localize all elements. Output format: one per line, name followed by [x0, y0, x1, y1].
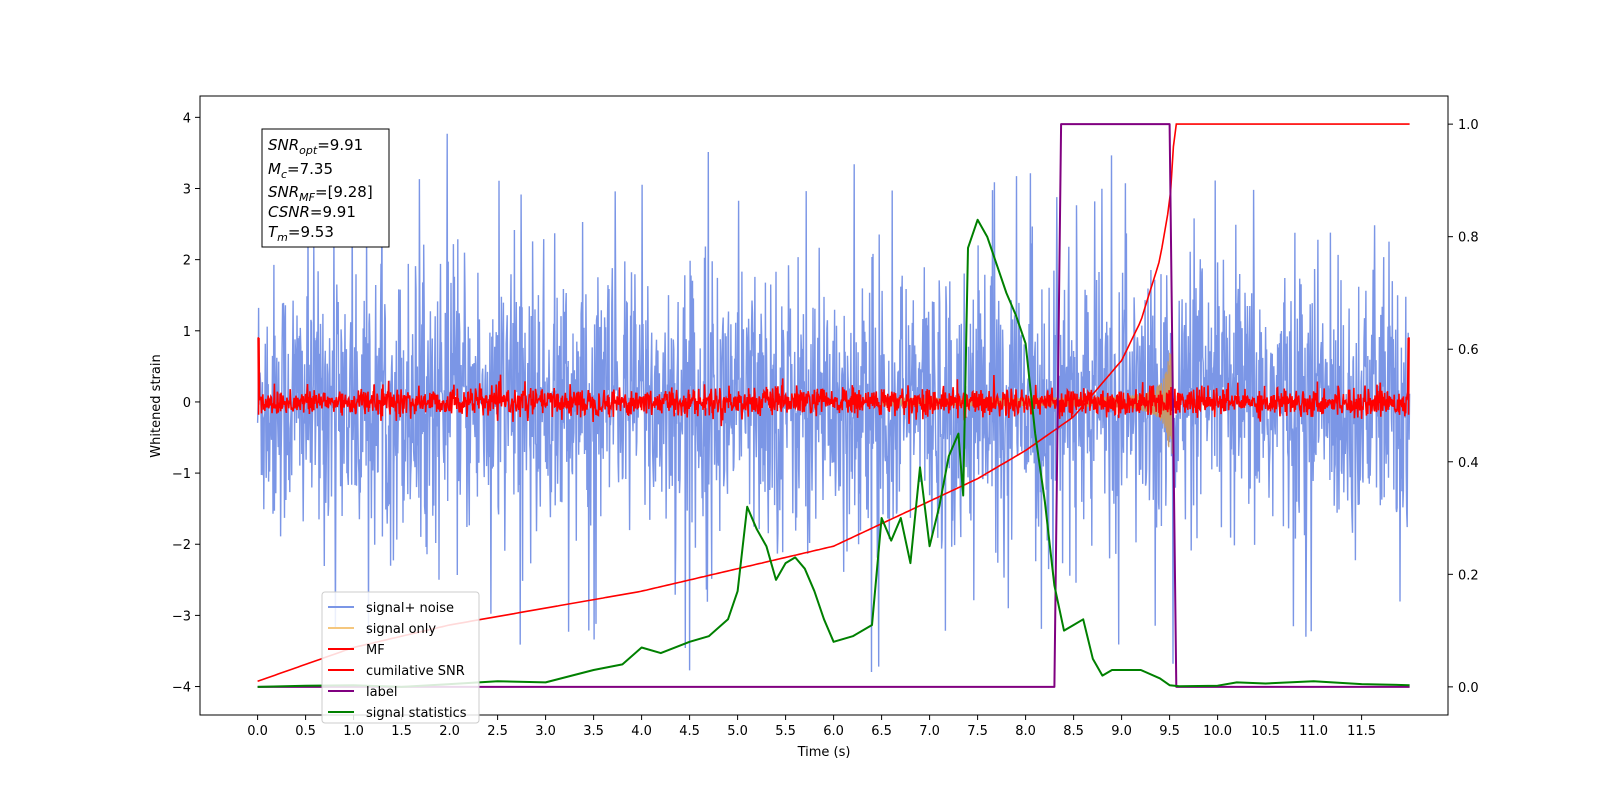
y-left-tick-label: 0 [183, 396, 191, 411]
y-left-tick-label: −3 [172, 609, 191, 624]
y-left-axis-label: Whitened strain [149, 354, 164, 457]
legend-label: MF [366, 643, 385, 658]
x-tick-label: 10.5 [1251, 724, 1280, 739]
x-tick-label: 2.0 [439, 724, 460, 739]
x-tick-label: 11.0 [1299, 724, 1328, 739]
legend: signal+ noise signal only MF cumilative SNR… [321, 591, 480, 724]
x-tick-label: 5.5 [775, 724, 796, 739]
legend-label: cumilative SNR [366, 664, 465, 679]
stats-mc: Mc=7.35 [268, 160, 333, 181]
y-left-tick-label: −1 [172, 467, 191, 482]
y-left-axis-ticks: −4 −3 −2 −1 0 1 2 3 4 [172, 111, 200, 696]
y-left-tick-label: 1 [183, 325, 191, 340]
x-tick-label: 4.0 [631, 724, 652, 739]
y-right-tick-label: 0.4 [1458, 456, 1479, 471]
x-tick-label: 1.5 [391, 724, 412, 739]
x-tick-label: 5.0 [727, 724, 748, 739]
y-right-tick-label: 1.0 [1458, 118, 1479, 133]
x-tick-label: 0.5 [295, 724, 316, 739]
y-left-tick-label: 3 [183, 182, 191, 197]
series-signal-statistics [257, 218, 1410, 688]
y-left-tick-label: 4 [183, 111, 191, 126]
x-tick-label: 3.0 [535, 724, 556, 739]
series-signal-noise [256, 133, 1411, 673]
x-tick-label: 8.0 [1015, 724, 1036, 739]
x-tick-label: 8.5 [1063, 724, 1084, 739]
y-right-tick-label: 0.8 [1458, 231, 1479, 246]
y-left-tick-label: −2 [172, 538, 191, 553]
x-axis-ticks: 0.0 0.5 1.0 1.5 2.0 2.5 3.0 3.5 4.0 4.5 5.0 5.5 6.0 6… [247, 715, 1376, 739]
series-label [257, 123, 1410, 688]
y-left-tick-label: 2 [183, 254, 191, 269]
series-mf [257, 337, 1410, 427]
y-left-tick-label: −4 [172, 681, 191, 696]
y-right-tick-label: 0.0 [1458, 681, 1479, 696]
y-right-axis-ticks: 0.0 0.2 0.4 0.6 0.8 1.0 [1448, 118, 1479, 696]
stats-tm: Tm=9.53 [268, 223, 334, 244]
y-right-tick-label: 0.2 [1458, 568, 1479, 583]
x-axis-label: Time (s) [797, 745, 851, 760]
x-tick-label: 7.5 [967, 724, 988, 739]
x-tick-label: 1.0 [343, 724, 364, 739]
x-tick-label: 11.5 [1347, 724, 1376, 739]
stats-snr-mf: SNRMF=[9.28] [268, 183, 373, 204]
legend-label: signal+ noise [366, 601, 454, 616]
stats-snr-opt: SNRopt=9.91 [268, 136, 363, 157]
x-tick-label: 9.0 [1111, 724, 1132, 739]
x-tick-label: 6.0 [823, 724, 844, 739]
stats-csnr: CSNR=9.91 [268, 203, 356, 221]
x-tick-label: 0.0 [247, 724, 268, 739]
y-right-tick-label: 0.6 [1458, 343, 1479, 358]
legend-label: label [366, 685, 397, 700]
x-tick-label: 7.0 [919, 724, 940, 739]
x-tick-label: 3.5 [583, 724, 604, 739]
x-tick-label: 6.5 [871, 724, 892, 739]
x-tick-label: 9.5 [1159, 724, 1180, 739]
legend-label: signal only [366, 622, 436, 637]
x-tick-label: 10.0 [1203, 724, 1232, 739]
stats-box: SNRopt=9.91 Mc=7.35 SNRMF=[9.28] CSNR=9.… [261, 128, 390, 248]
plot-frame [199, 95, 1449, 716]
x-tick-label: 4.5 [679, 724, 700, 739]
x-tick-label: 2.5 [487, 724, 508, 739]
legend-label: signal statistics [366, 706, 467, 721]
